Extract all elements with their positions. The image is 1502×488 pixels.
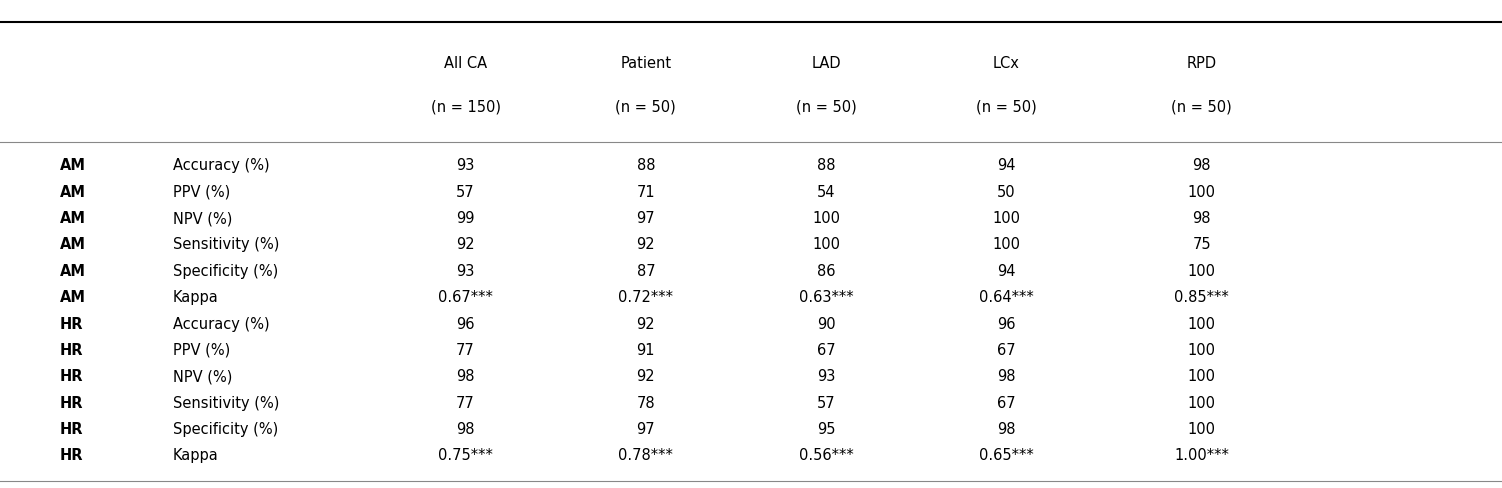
Text: (n = 50): (n = 50)	[1172, 100, 1232, 115]
Text: HR: HR	[60, 317, 84, 331]
Text: 97: 97	[637, 422, 655, 437]
Text: PPV (%): PPV (%)	[173, 185, 230, 200]
Text: Specificity (%): Specificity (%)	[173, 264, 278, 279]
Text: 77: 77	[457, 343, 475, 358]
Text: 67: 67	[817, 343, 835, 358]
Text: 0.65***: 0.65***	[979, 448, 1033, 463]
Text: 71: 71	[637, 185, 655, 200]
Text: (n = 50): (n = 50)	[976, 100, 1036, 115]
Text: 93: 93	[457, 159, 475, 173]
Text: AM: AM	[60, 238, 86, 252]
Text: 94: 94	[997, 264, 1015, 279]
Text: HR: HR	[60, 422, 84, 437]
Text: 88: 88	[817, 159, 835, 173]
Text: Kappa: Kappa	[173, 290, 218, 305]
Text: 100: 100	[1188, 317, 1215, 331]
Text: 100: 100	[1188, 396, 1215, 410]
Text: 50: 50	[997, 185, 1015, 200]
Text: 99: 99	[457, 211, 475, 226]
Text: 92: 92	[637, 317, 655, 331]
Text: 92: 92	[457, 238, 475, 252]
Text: 98: 98	[457, 422, 475, 437]
Text: 54: 54	[817, 185, 835, 200]
Text: 0.85***: 0.85***	[1175, 290, 1229, 305]
Text: 100: 100	[993, 211, 1020, 226]
Text: NPV (%): NPV (%)	[173, 211, 233, 226]
Text: Accuracy (%): Accuracy (%)	[173, 317, 269, 331]
Text: LAD: LAD	[811, 56, 841, 71]
Text: 91: 91	[637, 343, 655, 358]
Text: 100: 100	[813, 238, 840, 252]
Text: 0.56***: 0.56***	[799, 448, 853, 463]
Text: HR: HR	[60, 343, 84, 358]
Text: All CA: All CA	[445, 56, 487, 71]
Text: 96: 96	[457, 317, 475, 331]
Text: AM: AM	[60, 211, 86, 226]
Text: Specificity (%): Specificity (%)	[173, 422, 278, 437]
Text: (n = 50): (n = 50)	[796, 100, 856, 115]
Text: AM: AM	[60, 159, 86, 173]
Text: AM: AM	[60, 290, 86, 305]
Text: HR: HR	[60, 396, 84, 410]
Text: AM: AM	[60, 185, 86, 200]
Text: AM: AM	[60, 264, 86, 279]
Text: HR: HR	[60, 448, 84, 463]
Text: 87: 87	[637, 264, 655, 279]
Text: (n = 150): (n = 150)	[431, 100, 500, 115]
Text: 98: 98	[997, 422, 1015, 437]
Text: RPD: RPD	[1187, 56, 1217, 71]
Text: 88: 88	[637, 159, 655, 173]
Text: 0.78***: 0.78***	[619, 448, 673, 463]
Text: 86: 86	[817, 264, 835, 279]
Text: PPV (%): PPV (%)	[173, 343, 230, 358]
Text: Kappa: Kappa	[173, 448, 218, 463]
Text: 100: 100	[1188, 369, 1215, 384]
Text: 93: 93	[457, 264, 475, 279]
Text: (n = 50): (n = 50)	[616, 100, 676, 115]
Text: 98: 98	[1193, 159, 1211, 173]
Text: 57: 57	[817, 396, 835, 410]
Text: 75: 75	[1193, 238, 1211, 252]
Text: 0.63***: 0.63***	[799, 290, 853, 305]
Text: 78: 78	[637, 396, 655, 410]
Text: 92: 92	[637, 369, 655, 384]
Text: 0.64***: 0.64***	[979, 290, 1033, 305]
Text: 96: 96	[997, 317, 1015, 331]
Text: 0.72***: 0.72***	[619, 290, 673, 305]
Text: 97: 97	[637, 211, 655, 226]
Text: 98: 98	[997, 369, 1015, 384]
Text: 77: 77	[457, 396, 475, 410]
Text: 98: 98	[1193, 211, 1211, 226]
Text: 92: 92	[637, 238, 655, 252]
Text: Accuracy (%): Accuracy (%)	[173, 159, 269, 173]
Text: NPV (%): NPV (%)	[173, 369, 233, 384]
Text: Patient: Patient	[620, 56, 671, 71]
Text: 57: 57	[457, 185, 475, 200]
Text: HR: HR	[60, 369, 84, 384]
Text: 95: 95	[817, 422, 835, 437]
Text: 100: 100	[1188, 343, 1215, 358]
Text: 100: 100	[1188, 185, 1215, 200]
Text: 93: 93	[817, 369, 835, 384]
Text: 1.00***: 1.00***	[1175, 448, 1229, 463]
Text: LCx: LCx	[993, 56, 1020, 71]
Text: Sensitivity (%): Sensitivity (%)	[173, 396, 279, 410]
Text: 0.67***: 0.67***	[439, 290, 493, 305]
Text: 67: 67	[997, 343, 1015, 358]
Text: 100: 100	[1188, 264, 1215, 279]
Text: Sensitivity (%): Sensitivity (%)	[173, 238, 279, 252]
Text: 100: 100	[993, 238, 1020, 252]
Text: 67: 67	[997, 396, 1015, 410]
Text: 100: 100	[1188, 422, 1215, 437]
Text: 0.75***: 0.75***	[439, 448, 493, 463]
Text: 90: 90	[817, 317, 835, 331]
Text: 98: 98	[457, 369, 475, 384]
Text: 100: 100	[813, 211, 840, 226]
Text: 94: 94	[997, 159, 1015, 173]
